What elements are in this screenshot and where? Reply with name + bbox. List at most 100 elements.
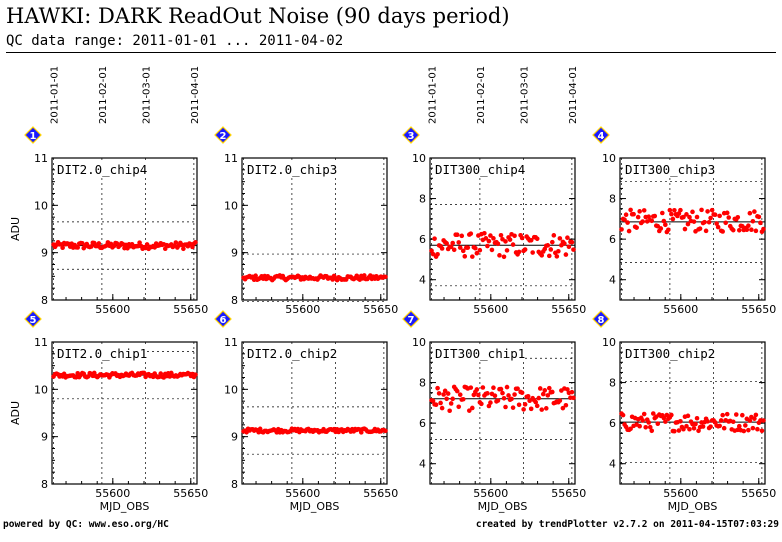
data-point <box>672 428 677 434</box>
x-tick-label: 55600 <box>285 487 320 500</box>
data-point <box>715 224 721 230</box>
panel-number: 8 <box>598 315 605 326</box>
data-point <box>530 250 535 255</box>
data-point <box>753 228 759 234</box>
data-point <box>454 388 460 394</box>
data-point <box>697 226 703 231</box>
panel-2 <box>214 126 388 302</box>
data-point <box>670 216 676 222</box>
data-point <box>730 227 736 233</box>
data-point <box>649 218 655 224</box>
data-point <box>628 207 633 213</box>
data-point <box>451 247 457 253</box>
data-point <box>485 243 490 249</box>
y-tick-label: 10 <box>34 383 48 396</box>
y-tick-label: 8 <box>419 377 426 390</box>
panel-title-bg <box>245 345 337 361</box>
data-point <box>756 214 762 220</box>
data-point <box>432 236 437 241</box>
data-point <box>545 243 551 248</box>
panel-title-bg <box>55 345 147 361</box>
data-point <box>509 396 514 402</box>
panel-title: DIT2.0_chip1 <box>57 346 147 361</box>
panel-title: DIT300_chip1 <box>435 346 525 361</box>
x-tick-label: 55600 <box>663 303 698 316</box>
data-point <box>556 248 561 254</box>
y-tick-label: 11 <box>34 336 48 349</box>
data-point <box>439 246 445 251</box>
data-point <box>649 428 655 434</box>
panel-number-marker <box>592 126 610 144</box>
data-point <box>488 400 493 405</box>
data-point <box>619 227 624 232</box>
data-point <box>456 240 462 245</box>
data-point <box>515 386 520 391</box>
data-point <box>457 392 463 397</box>
data-point <box>444 396 449 402</box>
data-point <box>724 210 730 216</box>
data-point <box>753 412 759 418</box>
data-point <box>681 426 686 432</box>
data-point <box>667 207 673 213</box>
data-point <box>465 245 471 250</box>
data-point <box>685 221 691 227</box>
y-tick-label: 6 <box>609 233 616 246</box>
data-point <box>542 388 548 393</box>
data-point <box>637 209 642 214</box>
data-point <box>489 247 495 253</box>
data-point <box>430 251 436 257</box>
panel-number: 2 <box>220 131 227 142</box>
data-point <box>503 404 508 410</box>
y-tick-label: 11 <box>34 152 48 165</box>
data-point <box>755 426 760 432</box>
x-tick-label: 55650 <box>363 303 398 316</box>
data-point <box>473 245 478 251</box>
x-tick-label: 55600 <box>663 487 698 500</box>
data-point <box>746 427 751 433</box>
data-point <box>193 239 198 245</box>
data-point <box>468 385 474 390</box>
data-point <box>519 235 525 241</box>
panel-5 <box>24 310 198 485</box>
data-point <box>492 393 498 399</box>
data-point <box>761 418 766 423</box>
data-point <box>562 241 567 246</box>
panel-number-marker <box>402 310 420 328</box>
panel-number-marker <box>214 126 232 144</box>
panel-title-bg <box>433 161 525 177</box>
data-point <box>684 212 689 217</box>
data-point <box>693 421 698 427</box>
data-point <box>761 226 766 232</box>
data-point <box>470 405 475 411</box>
data-point <box>495 398 501 403</box>
data-point <box>752 209 757 214</box>
data-point <box>691 219 697 224</box>
panel-number-marker <box>402 126 420 144</box>
data-point <box>717 423 722 429</box>
x-axis-label: MJD_OBS <box>668 500 718 513</box>
y-tick-label: 10 <box>34 199 48 212</box>
x-tick-label: 55650 <box>741 303 776 316</box>
data-point <box>571 395 576 401</box>
data-point <box>482 230 487 236</box>
data-point <box>503 239 508 244</box>
data-point <box>519 390 525 396</box>
data-point <box>565 235 570 240</box>
data-point <box>501 395 507 401</box>
data-point <box>75 245 81 250</box>
data-point <box>626 228 632 234</box>
x-tick-label: 55650 <box>551 303 586 316</box>
y-tick-label: 8 <box>41 294 48 307</box>
panel-number-marker <box>24 126 42 144</box>
data-point <box>450 240 455 246</box>
data-point <box>694 415 700 421</box>
data-point <box>548 247 554 252</box>
data-point <box>533 399 539 405</box>
data-point <box>450 396 455 402</box>
y-tick-label: 4 <box>419 458 426 471</box>
x-tick-label: 55650 <box>741 487 776 500</box>
data-point <box>506 393 511 398</box>
data-point <box>96 241 102 246</box>
data-point <box>460 396 466 402</box>
x-tick-label: 55600 <box>95 487 130 500</box>
